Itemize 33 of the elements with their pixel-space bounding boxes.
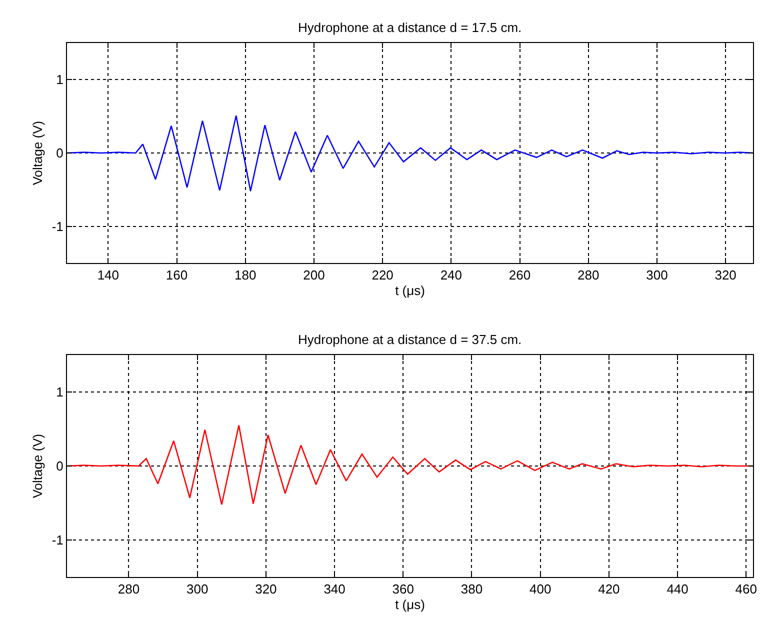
x-axis-title: t (μs) <box>395 597 425 612</box>
x-tick-label: 180 <box>234 268 256 283</box>
x-tick-label: 300 <box>186 582 208 597</box>
chart-title: Hydrophone at a distance d = 37.5 cm. <box>298 332 522 347</box>
x-tick-label: 460 <box>735 582 757 597</box>
y-tick-label: -1 <box>52 532 64 548</box>
x-tick-label: 260 <box>508 268 531 283</box>
x-tick-label: 140 <box>97 268 120 283</box>
y-axis-title: Voltage (V) <box>30 434 45 498</box>
y-tick-label: 1 <box>56 384 64 400</box>
x-tick-label: 360 <box>392 582 414 597</box>
x-tick-label: 200 <box>303 268 325 283</box>
y-tick-label: -1 <box>52 218 64 234</box>
y-tick-label: 0 <box>56 146 64 161</box>
x-tick-label: 400 <box>529 582 552 597</box>
x-tick-label: 300 <box>646 268 668 283</box>
x-tick-label: 320 <box>714 268 736 283</box>
x-tick-label: 440 <box>666 582 688 597</box>
x-tick-label: 160 <box>166 268 188 283</box>
line-series <box>67 114 753 192</box>
x-tick-label: 320 <box>255 582 277 597</box>
x-tick-label: 240 <box>440 268 462 283</box>
x-tick-label: 280 <box>578 268 600 283</box>
x-tick-label: 380 <box>460 582 483 597</box>
x-axis-title: t (μs) <box>395 283 425 298</box>
x-tick-label: 220 <box>372 268 394 283</box>
chart-title: Hydrophone at a distance d = 17.5 cm. <box>298 20 522 35</box>
x-tick-label: 420 <box>598 582 620 597</box>
x-tick-label: 280 <box>118 582 140 597</box>
x-tick-label: 340 <box>324 582 346 597</box>
y-axis-title: Voltage (V) <box>30 120 45 186</box>
y-tick-label: 1 <box>56 72 64 88</box>
y-tick-label: 0 <box>56 458 64 474</box>
